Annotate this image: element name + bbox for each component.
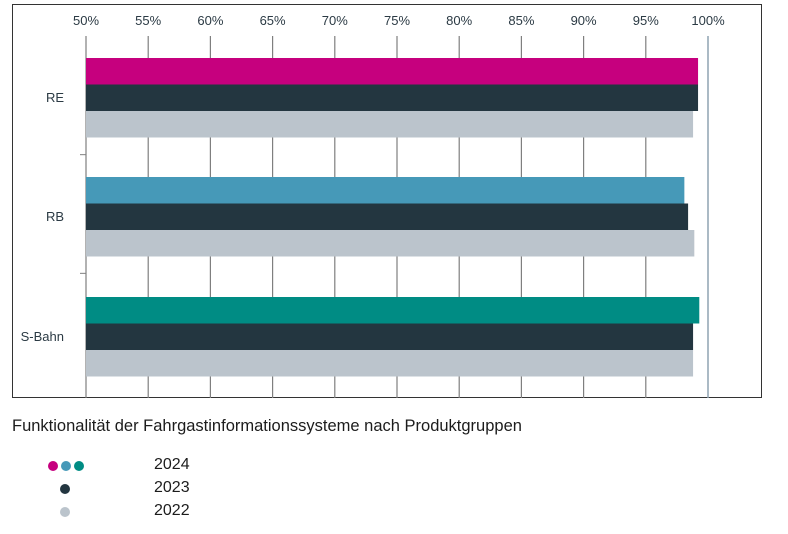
legend-label: 2024 (154, 456, 190, 473)
bar-s-bahn-2024 (86, 297, 700, 324)
chart-frame (12, 4, 762, 398)
chart-caption: Funktionalität der Fahrgastinformationss… (12, 417, 522, 435)
legend-dot (74, 461, 84, 471)
chart-area: 50% 55% 60% 65% 70% 75% 80% 85% 90% 95% 100% RE RB S-… (12, 4, 762, 398)
x-tick-label: 95% (633, 13, 659, 28)
bar-rb-2022 (86, 230, 695, 257)
bar-s-bahn-2022 (86, 350, 694, 377)
legend-item-2022: 2022 (0, 502, 300, 522)
x-tick-label: 75% (384, 13, 410, 28)
category-label: S-Bahn (21, 329, 64, 344)
x-tick-label: 55% (135, 13, 161, 28)
category-label: RB (46, 209, 64, 224)
x-tick-label: 90% (571, 13, 597, 28)
legend-label: 2022 (154, 502, 190, 519)
bar-s-bahn-2023 (86, 323, 694, 350)
x-tick-label: 60% (197, 13, 223, 28)
bar-re-2024 (86, 58, 699, 85)
x-tick-label: 70% (322, 13, 348, 28)
x-tick-label: 50% (73, 13, 99, 28)
category-label: RE (46, 90, 64, 105)
bar-re-2022 (86, 111, 694, 138)
x-tick-label: 80% (446, 13, 472, 28)
legend-label: 2023 (154, 479, 190, 496)
legend-item-2024: 2024 (0, 456, 300, 476)
legend-dot (60, 484, 70, 494)
legend-dot (60, 507, 70, 517)
bar-rb-2023 (86, 203, 689, 230)
bar-re-2023 (86, 84, 699, 111)
x-tick-label: 85% (508, 13, 534, 28)
x-tick-label: 100% (691, 13, 725, 28)
bar-chart: 50% 55% 60% 65% 70% 75% 80% 85% 90% 95% 100% RE RB S-… (12, 4, 762, 398)
bar-rb-2024 (86, 177, 685, 204)
legend-dot (61, 461, 71, 471)
legend-dot (48, 461, 58, 471)
x-tick-label: 65% (260, 13, 286, 28)
legend-item-2023: 2023 (0, 479, 300, 499)
